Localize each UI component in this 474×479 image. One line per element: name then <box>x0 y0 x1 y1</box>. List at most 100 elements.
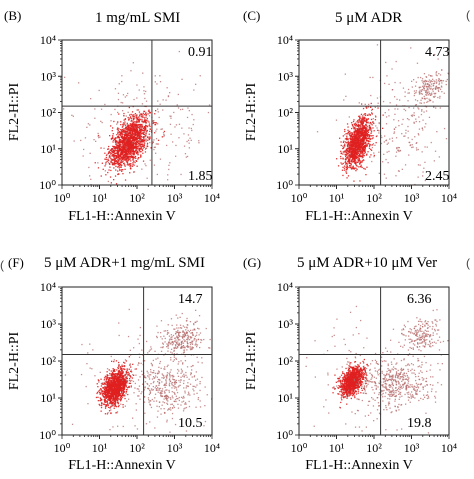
event-dot-live <box>367 115 368 116</box>
event-dot-scatter <box>429 117 430 118</box>
event-dot-scatter <box>142 73 143 74</box>
event-dot-live <box>122 158 123 159</box>
event-dot-live <box>154 132 155 133</box>
event-dot-late-apoptotic <box>421 91 422 92</box>
event-dot-live <box>362 129 363 130</box>
event-dot-scatter <box>395 127 396 128</box>
event-dot-live <box>136 144 137 145</box>
event-dot-live <box>126 159 127 160</box>
event-dot-live <box>351 128 352 129</box>
event-dot-scatter <box>433 107 434 108</box>
event-dot-live <box>345 161 346 162</box>
event-dot-live <box>365 127 366 128</box>
event-dot-live <box>123 130 124 131</box>
event-dot-live <box>120 139 121 140</box>
event-dot-scatter <box>378 103 379 104</box>
event-dot-live <box>138 121 139 122</box>
event-dot-live <box>127 394 128 395</box>
event-dot-scatter <box>145 91 146 92</box>
event-dot-live <box>125 134 126 135</box>
event-dot-live <box>118 155 119 156</box>
event-dot-live <box>116 161 117 162</box>
event-dot-scatter <box>432 101 433 102</box>
event-dot-scatter <box>443 80 444 81</box>
event-dot-scatter <box>418 177 419 178</box>
event-dot-live <box>353 167 354 168</box>
event-dot-scatter <box>141 115 142 116</box>
event-dot-live <box>97 386 98 387</box>
event-dot-live <box>111 378 112 379</box>
event-dot-live <box>365 146 366 147</box>
event-dot-live <box>369 136 370 137</box>
event-dot-live <box>354 162 355 163</box>
event-dot-scatter <box>386 178 387 179</box>
event-dot-scatter <box>405 132 406 133</box>
event-dot-scatter <box>386 75 387 76</box>
event-dot-live <box>140 130 141 131</box>
event-dot-live <box>141 133 142 134</box>
event-dot-live <box>350 132 351 133</box>
event-dot-live <box>140 138 141 139</box>
event-dot-scatter <box>144 98 145 99</box>
event-dot-live <box>130 117 131 118</box>
event-dot-live <box>149 111 150 112</box>
event-dot-scatter <box>159 117 160 118</box>
event-dot-late-apoptotic <box>427 88 428 89</box>
event-dot-live <box>112 141 113 142</box>
event-dot-scatter <box>407 93 408 94</box>
event-dot-scatter <box>135 115 136 116</box>
y-tick-label: 10³ <box>40 69 56 83</box>
event-dot-live <box>360 141 361 142</box>
event-dot-scatter <box>426 110 427 111</box>
event-dot-live <box>127 143 128 144</box>
event-dot-live <box>128 117 129 118</box>
event-dot-live <box>136 125 137 126</box>
event-dot-live <box>127 164 128 165</box>
event-dot-scatter <box>168 165 169 166</box>
event-dot-live <box>369 141 370 142</box>
event-dot-live <box>114 163 115 164</box>
event-dot-live <box>371 150 372 151</box>
event-dot-scatter <box>401 124 402 125</box>
event-dot-late-apoptotic <box>427 101 428 102</box>
event-dot-live <box>127 134 128 135</box>
event-dot-late-apoptotic <box>415 99 416 100</box>
event-dot-live <box>355 164 356 165</box>
event-dot-scatter <box>436 131 437 132</box>
event-dot-scatter <box>429 93 430 94</box>
event-dot-scatter <box>170 134 171 135</box>
event-dot-live <box>112 402 113 403</box>
event-dot-scatter <box>425 123 426 124</box>
event-dot-live <box>344 168 345 169</box>
event-dot-scatter <box>188 127 189 128</box>
event-dot-live <box>137 166 138 167</box>
event-dot-live <box>360 122 361 123</box>
event-dot-live <box>347 156 348 157</box>
event-dot-scatter <box>93 139 94 140</box>
event-dot-scatter <box>121 81 122 82</box>
event-dot-live <box>97 397 98 398</box>
event-dot-live <box>107 371 108 372</box>
y-tick-label: 10⁰ <box>39 178 56 192</box>
panel-title: 1 mg/mL SMI <box>95 10 180 26</box>
event-dot-live <box>122 169 123 170</box>
event-dot-live <box>120 159 121 160</box>
event-dot-scatter <box>394 82 395 83</box>
event-dot-live <box>368 134 369 135</box>
event-dot-scatter <box>126 95 127 96</box>
event-dot-live <box>353 121 354 122</box>
event-dot-scatter <box>89 124 90 125</box>
event-dot-live <box>126 145 127 146</box>
event-dot-live <box>111 401 112 402</box>
event-dot-live <box>145 117 146 118</box>
event-dot-scatter <box>83 155 84 156</box>
event-dot-scatter <box>155 130 156 131</box>
event-dot-live <box>353 161 354 162</box>
event-dot-live <box>116 183 117 184</box>
event-dot-live <box>360 124 361 125</box>
event-dot-scatter <box>421 110 422 111</box>
event-dot-scatter <box>139 128 140 129</box>
